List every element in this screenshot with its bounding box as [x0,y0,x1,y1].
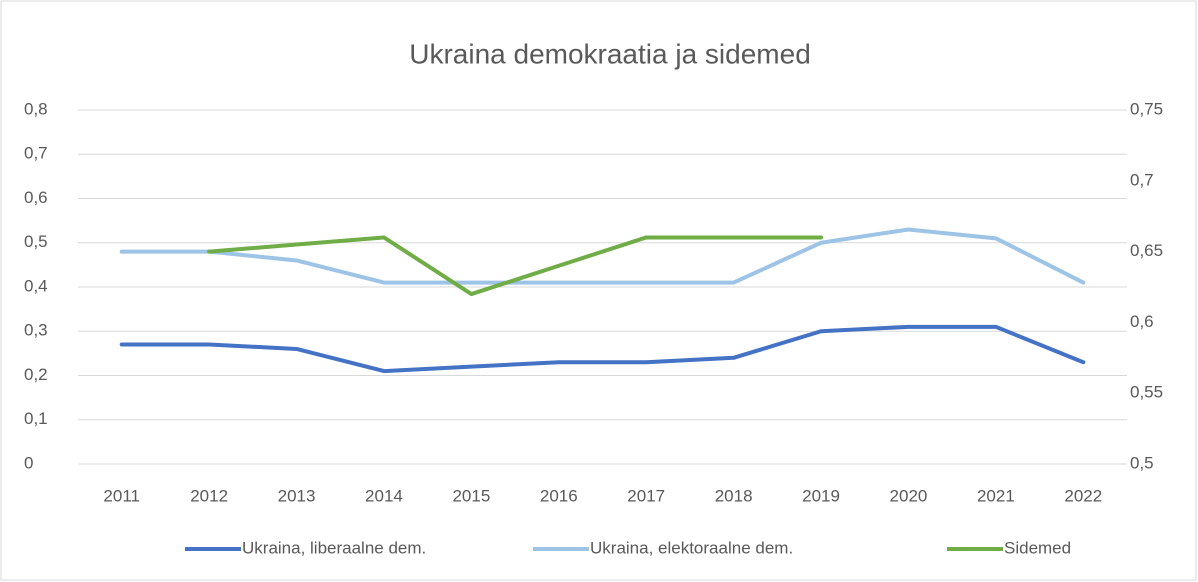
x-tick-label: 2017 [627,486,665,505]
series-line [119,227,1086,285]
x-tick-label: 2015 [452,486,490,505]
y-tick-label: 0,7 [24,144,48,163]
series-line [119,324,1086,374]
y2-tick-label: 0,7 [1130,170,1154,189]
series-line [207,235,824,297]
legend-label: Ukraina, elektoraalne dem. [590,538,793,557]
y2-tick-label: 0,55 [1130,383,1163,402]
x-tick-label: 2020 [890,486,928,505]
x-tick-label: 2018 [715,486,753,505]
y-tick-label: 0,6 [24,188,48,207]
y-tick-label: 0 [24,453,33,472]
x-tick-label: 2021 [977,486,1015,505]
y-tick-label: 0,2 [24,365,48,384]
x-tick-label: 2014 [365,486,403,505]
y2-tick-label: 0,5 [1130,453,1154,472]
x-tick-label: 2012 [190,486,228,505]
legend-label: Sidemed [1004,538,1071,557]
y2-tick-label: 0,75 [1130,99,1163,118]
y-tick-label: 0,8 [24,99,48,118]
x-tick-label: 2013 [278,486,316,505]
y-tick-label: 0,5 [24,232,48,251]
y2-tick-label: 0,65 [1130,241,1163,260]
y-tick-label: 0,3 [24,321,48,340]
x-tick-label: 2011 [103,486,140,505]
x-tick-label: 2016 [540,486,578,505]
y-tick-label: 0,4 [24,276,48,295]
x-tick-label: 2022 [1064,486,1102,505]
legend-label: Ukraina, liberaalne dem. [242,538,426,557]
chart-title: Ukraina demokraatia ja sidemed [409,38,811,69]
y-tick-label: 0,1 [24,409,48,428]
y2-tick-label: 0,6 [1130,312,1154,331]
x-tick-label: 2019 [802,486,840,505]
